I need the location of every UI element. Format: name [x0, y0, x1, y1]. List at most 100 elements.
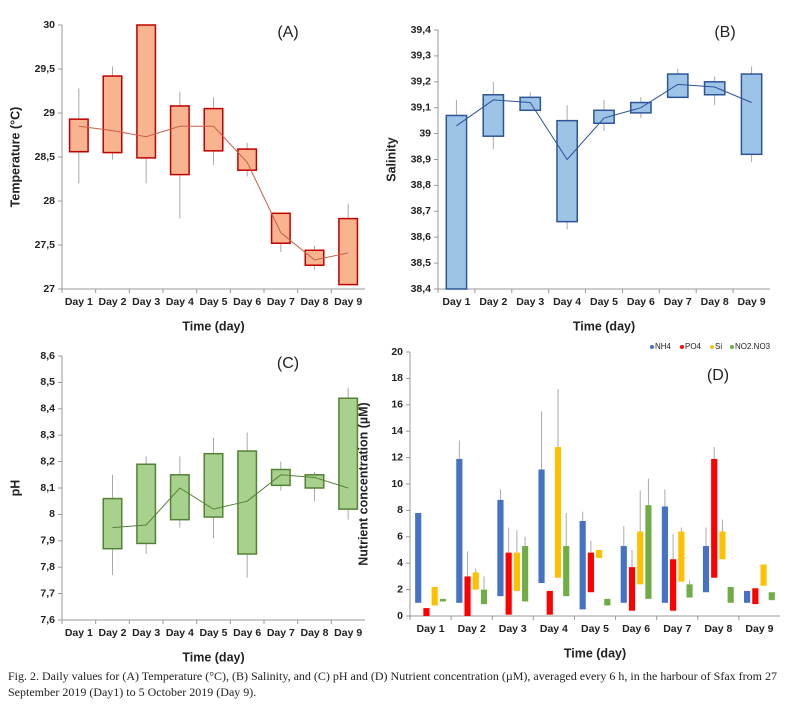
box — [203, 107, 224, 152]
box — [596, 550, 603, 558]
box — [270, 212, 291, 244]
y-tick-label: 39,4 — [411, 24, 432, 36]
box — [497, 499, 504, 597]
box — [136, 463, 157, 545]
x-tick-label: Day 1 — [442, 296, 470, 308]
y-tick-label: 39 — [419, 127, 431, 139]
y-tick-label: 7,9 — [40, 535, 55, 547]
legend-label: Si — [715, 342, 722, 351]
y-tick-label: 8 — [397, 504, 403, 516]
y-tick-label: 0 — [397, 610, 403, 622]
box — [482, 94, 505, 137]
panel-label: (C) — [277, 355, 299, 372]
y-tick-label: 12 — [391, 451, 403, 463]
box — [744, 590, 751, 603]
y-tick-label: 27,5 — [35, 239, 56, 251]
x-tick-label: Day 3 — [516, 296, 544, 308]
x-tick-label: Day 5 — [581, 623, 609, 635]
box — [237, 148, 258, 171]
x-tick-label: Day 1 — [65, 627, 93, 639]
box — [719, 531, 726, 560]
box — [678, 531, 685, 582]
y-tick-label: 7,6 — [40, 614, 55, 626]
x-tick-label: Day 3 — [132, 296, 160, 308]
box — [522, 546, 529, 602]
box — [472, 572, 479, 590]
x-tick-label: Day 1 — [65, 296, 93, 308]
y-tick-label: 16 — [391, 399, 403, 411]
y-tick-label: 4 — [397, 557, 403, 569]
box — [768, 592, 775, 601]
y-axis-label: Salinity — [384, 137, 398, 182]
caption: Fig. 2. Daily values for (A) Temperature… — [8, 669, 777, 699]
box — [431, 586, 438, 606]
panel-label: (B) — [714, 24, 735, 41]
box — [587, 552, 594, 593]
y-tick-label: 30 — [43, 19, 55, 31]
legend-label: NO2.NO3 — [735, 342, 771, 351]
y-axis-label: Temperature (°C) — [8, 107, 22, 208]
box — [136, 24, 157, 159]
x-tick-label: Day 6 — [622, 623, 650, 635]
y-tick-label: 2 — [397, 583, 403, 595]
box — [480, 589, 488, 605]
box — [546, 590, 553, 615]
y-tick-label: 20 — [391, 346, 403, 358]
box — [686, 584, 693, 598]
x-tick-label: Day 2 — [98, 296, 126, 308]
x-tick-label: Day 4 — [553, 296, 581, 308]
box — [102, 75, 123, 154]
box — [628, 567, 636, 611]
panel-label: (D) — [707, 367, 729, 384]
x-tick-label: Day 5 — [590, 296, 618, 308]
x-tick-label: Day 7 — [663, 623, 691, 635]
x-tick-label: Day 8 — [701, 296, 729, 308]
y-tick-label: 8,2 — [40, 455, 55, 467]
box — [270, 468, 291, 487]
x-axis-label: Time (day) — [182, 650, 244, 664]
x-axis-label: Time (day) — [182, 319, 244, 333]
panel-label: (A) — [277, 24, 298, 41]
y-tick-label: 10 — [391, 478, 403, 490]
y-tick-label: 28 — [43, 195, 55, 207]
y-tick-label: 38,8 — [411, 179, 432, 191]
y-tick-label: 38,6 — [411, 231, 432, 243]
x-tick-label: Day 2 — [479, 296, 507, 308]
box — [604, 598, 611, 606]
y-tick-label: 7,8 — [40, 561, 55, 573]
x-axis-label: Time (day) — [564, 646, 626, 660]
box — [338, 397, 359, 510]
y-tick-label: 18 — [391, 372, 403, 384]
box — [703, 81, 726, 96]
y-tick-label: 8,4 — [40, 403, 55, 415]
y-tick-label: 39,2 — [411, 76, 432, 88]
x-tick-label: Day 4 — [166, 627, 194, 639]
x-tick-label: Day 7 — [664, 296, 692, 308]
y-tick-label: 38,4 — [411, 283, 432, 295]
box — [670, 559, 677, 611]
box — [237, 450, 258, 555]
y-tick-label: 29,5 — [35, 63, 56, 75]
x-tick-label: Day 6 — [233, 627, 261, 639]
y-tick-label: 27 — [43, 283, 55, 295]
box — [760, 564, 767, 586]
box — [304, 474, 325, 489]
x-axis-label: Time (day) — [573, 319, 635, 333]
x-tick-label: Day 8 — [300, 627, 328, 639]
box — [620, 546, 627, 603]
y-tick-label: 8,3 — [40, 429, 55, 441]
box — [338, 217, 359, 286]
legend-marker — [680, 345, 684, 349]
box — [711, 458, 718, 578]
mean-line — [456, 83, 752, 161]
y-tick-label: 38,9 — [411, 153, 432, 165]
x-tick-label: Day 5 — [199, 296, 227, 308]
x-tick-label: Day 3 — [499, 623, 527, 635]
x-tick-label: Day 4 — [540, 623, 568, 635]
y-tick-label: 7,7 — [40, 587, 55, 599]
x-tick-label: Day 4 — [166, 296, 194, 308]
y-tick-label: 8,5 — [40, 376, 55, 388]
legend-marker — [650, 345, 654, 349]
box — [203, 452, 224, 518]
